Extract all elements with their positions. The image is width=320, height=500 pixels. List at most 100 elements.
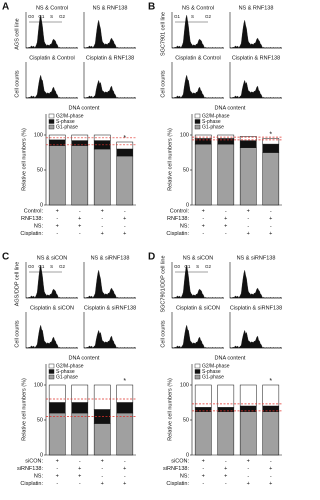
condition-sign: - — [225, 458, 227, 464]
condition-sign: + — [101, 481, 104, 487]
condition-name: RNF138: — [21, 216, 43, 222]
hist-x-label: DNA content — [215, 105, 246, 111]
hist-x-label: DNA content — [69, 105, 100, 111]
histogram — [25, 324, 78, 349]
histogram — [25, 265, 78, 299]
bar-segment — [116, 384, 134, 403]
hist-axes — [171, 62, 224, 99]
gate-label: G1 — [184, 264, 191, 269]
bar-segment — [239, 136, 257, 141]
condition-sign: - — [101, 223, 103, 229]
condition-sign: - — [124, 458, 126, 464]
hist-axes — [83, 312, 136, 349]
significance-mark: * — [123, 378, 126, 385]
bar-segment — [239, 147, 257, 206]
y-tick-label: 100 — [180, 132, 189, 138]
condition-sign: - — [225, 231, 227, 237]
gate-label: G1 — [38, 264, 45, 269]
condition-name: NS: — [34, 223, 44, 229]
condition-sign: - — [202, 481, 204, 487]
hist-title: NS & siCON — [37, 255, 68, 261]
histogram — [229, 329, 282, 349]
bar-segment — [262, 152, 280, 206]
gate-label: S — [191, 14, 194, 19]
condition-sign: + — [56, 473, 59, 479]
y-tick-label: 50 — [37, 167, 43, 173]
legend-swatch — [48, 363, 55, 369]
legend-label: G1-phase — [202, 374, 224, 380]
y-tick-label: 100 — [34, 132, 43, 138]
histogram — [83, 270, 136, 299]
hist-axes — [25, 62, 78, 99]
condition-name: Cisplatin: — [20, 481, 43, 487]
legend-swatch — [194, 374, 201, 380]
condition-sign: + — [101, 208, 104, 214]
y-tick-label: 100 — [34, 382, 43, 388]
hist-title: Cisplatin & siRNF138 — [84, 305, 136, 311]
condition-sign: + — [101, 458, 104, 464]
hist-axes — [83, 262, 136, 299]
bar-segment — [262, 384, 280, 407]
condition-sign: - — [202, 216, 204, 222]
condition-sign: - — [101, 466, 103, 472]
hist-x-label: DNA content — [69, 355, 100, 361]
bar-segment — [239, 384, 257, 407]
hist-title: Cisplatin & siRNF138 — [230, 305, 282, 311]
bar-segment — [194, 138, 212, 145]
condition-name: siRNF138: — [17, 466, 43, 472]
y-tick-label: 0 — [40, 452, 43, 458]
y-axis-label: Relative cell numbers (%) — [21, 128, 27, 191]
legend-label: S-phase — [56, 119, 75, 125]
y-tick-label: 0 — [40, 202, 43, 208]
y-axis-label: Relative cell numbers (%) — [21, 378, 27, 441]
hist-axes — [171, 312, 224, 349]
hist-axes — [229, 12, 282, 49]
condition-name: siCON: — [25, 458, 43, 464]
cell-line-label: SGC7901 cell line — [160, 12, 166, 56]
condition-sign: + — [56, 223, 59, 229]
condition-name: Cisplatin: — [166, 481, 189, 487]
legend-swatch — [194, 369, 201, 374]
y-tick-label: 50 — [183, 417, 189, 423]
bar-segment — [48, 145, 66, 206]
condition-sign: + — [224, 223, 227, 229]
bar-segment — [71, 384, 89, 403]
condition-sign: - — [124, 473, 126, 479]
hist-title: Cisplatin & Control — [29, 55, 75, 61]
condition-sign: - — [79, 458, 81, 464]
condition-name: RNF138: — [167, 216, 189, 222]
bar-segment — [71, 402, 89, 414]
legend-label: G1-phase — [56, 124, 78, 130]
condition-sign: + — [78, 216, 81, 222]
legend-label: S-phase — [202, 369, 221, 375]
hist-title: NS & Control — [36, 5, 68, 11]
condition-sign: - — [101, 473, 103, 479]
legend-label: G2/M-phase — [56, 113, 84, 119]
condition-sign: + — [269, 231, 272, 237]
bar-segment — [93, 148, 111, 206]
bar-segment — [93, 384, 111, 410]
gate-label: S — [196, 264, 199, 269]
histogram — [25, 15, 78, 49]
histogram — [171, 265, 224, 299]
legend-swatch — [48, 124, 55, 130]
condition-sign: + — [202, 458, 205, 464]
bar-segment — [194, 411, 212, 456]
bar-segment — [116, 402, 134, 414]
hist-title: Cisplatin & siCON — [176, 305, 220, 311]
hist-title: NS & RNF138 — [93, 5, 128, 11]
condition-sign: - — [56, 216, 58, 222]
condition-sign: - — [270, 223, 272, 229]
hist-title: Cisplatin & Control — [175, 55, 221, 61]
hist-title: NS & Control — [182, 5, 214, 11]
gate-label: S — [50, 14, 53, 19]
bar-segment — [48, 412, 66, 456]
condition-sign: - — [79, 481, 81, 487]
bar-segment — [217, 143, 235, 206]
condition-sign: + — [123, 216, 126, 222]
condition-sign: + — [247, 481, 250, 487]
hist-axes — [25, 12, 78, 49]
condition-sign: + — [247, 208, 250, 214]
hist-axes — [25, 312, 78, 349]
